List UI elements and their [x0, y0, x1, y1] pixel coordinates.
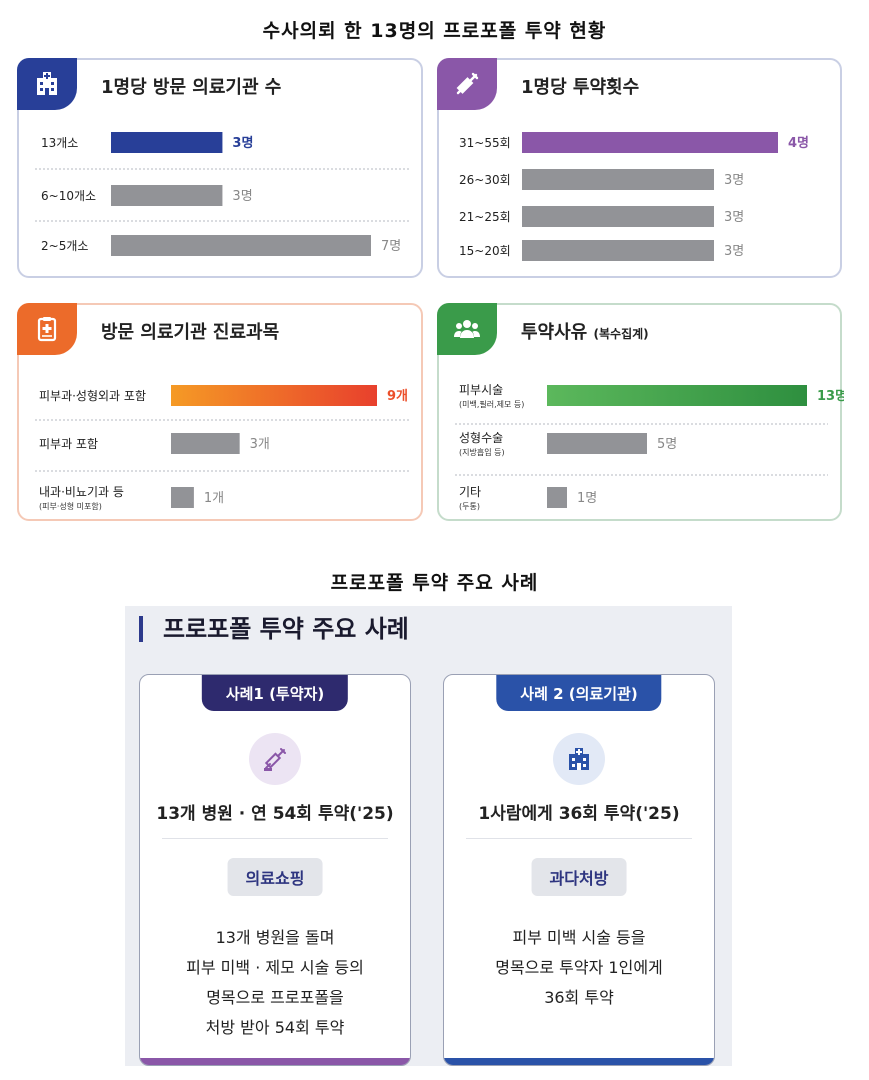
case-card-2: 사례 2 (의료기관) 1사람에게 36회 투약('25) 과다처방 피부 미백…: [443, 674, 715, 1066]
bar-value-label: 3개: [250, 437, 270, 452]
case-description: 피부 미백 시술 등을 명목으로 투약자 1인에게 36회 투약: [495, 928, 663, 1007]
bar: [522, 169, 714, 190]
hospital-icon: [553, 733, 605, 785]
bar-category-label: 내과·비뇨기과 등: [39, 485, 124, 499]
case-badge: 의료쇼핑: [227, 858, 323, 896]
bar-category-sublabel: (피부·성형 미포함): [39, 502, 102, 511]
cases-panel-heading: 프로포폴 투약 주요 사례: [139, 616, 409, 642]
bar: [171, 385, 377, 406]
chart-title: 투약사유 (복수집계): [521, 322, 649, 343]
chart-card-facilities: 1명당 방문 의료기관 수 13개소 3명 6~10개소 3명 2~5개소 7명: [17, 58, 423, 278]
case-badge: 과다처방: [531, 858, 627, 896]
bar-category-label: 6~10개소: [41, 189, 96, 203]
bar-category-label: 26~30회: [459, 173, 511, 187]
bar-value-label: 3명: [724, 244, 744, 259]
bar-category-label: 성형수술: [459, 431, 503, 445]
bar-category-label: 피부과·성형외과 포함: [39, 389, 146, 403]
bar: [547, 385, 807, 406]
hospital-icon: [17, 58, 77, 110]
bar-value-label: 3명: [232, 135, 253, 151]
syringe-icon: [249, 733, 301, 785]
case-card-1: 사례1 (투약자) 13개 병원 · 연 54회 투약('25) 의료쇼핑 13…: [139, 674, 411, 1066]
bar-value-label: 3명: [724, 173, 744, 188]
bar-value-label: 1개: [204, 491, 224, 506]
bar: [547, 487, 567, 508]
bar: [111, 132, 223, 153]
chart-card-dosage-count: 1명당 투약횟수 31~55회 4명 26~30회 3명 21~25회 3명 15~20회 3…: [437, 58, 842, 278]
bar-value-label: 5명: [657, 437, 677, 452]
bar-chart: 31~55회 4명 26~30회 3명 21~25회 3명 15~20회 3명: [459, 132, 809, 261]
bar-value-label: 7명: [381, 239, 401, 254]
bar-value-label: 3명: [232, 189, 252, 204]
divider: [162, 838, 388, 839]
syringe-icon: [437, 58, 497, 110]
bar-category-label: 21~25회: [459, 210, 511, 224]
bar-category-sublabel: (두통): [459, 502, 480, 511]
bar-chart: 13개소 3명 6~10개소 3명 2~5개소 7명: [35, 132, 409, 256]
bar-category-label: 15~20회: [459, 244, 511, 258]
bar: [522, 206, 714, 227]
bar-category-label: 피부시술: [459, 383, 503, 397]
bar-value-label: 1명: [577, 491, 597, 506]
case-stat: 13개 병원 · 연 54회 투약('25): [156, 804, 394, 824]
chart-title: 1명당 방문 의료기관 수: [101, 77, 282, 98]
bar: [522, 240, 714, 261]
bar-value-label: 3명: [724, 210, 744, 225]
bar-category-label: 피부과 포함: [39, 437, 98, 451]
bar-category-sublabel: (지방흡입 등): [459, 447, 505, 457]
cases-panel: 프로포폴 투약 주요 사례 사례1 (투약자) 13개 병원 · 연 54회 투…: [125, 606, 732, 1066]
bar-category-label: 13개소: [41, 136, 78, 150]
bar-value-label: 13명: [817, 388, 844, 404]
case-description: 13개 병원을 돌며 피부 미백 · 제모 시술 등의 명목으로 프로포폴을 처…: [186, 928, 364, 1037]
bar: [111, 235, 371, 256]
bar: [171, 487, 194, 508]
case-tab: 사례 2 (의료기관): [496, 675, 662, 711]
section-title: 프로포폴 투약 주요 사례: [330, 572, 539, 594]
chart-title: 방문 의료기관 진료과목: [101, 322, 280, 343]
bar: [522, 132, 778, 153]
chart-title: 1명당 투약횟수: [521, 77, 640, 98]
case-bottom-bar: [444, 1058, 714, 1065]
bar-value-label: 9개: [387, 389, 408, 404]
bar: [111, 185, 223, 206]
bar-category-label: 31~55회: [459, 136, 511, 150]
bar-category-label: 2~5개소: [41, 239, 88, 253]
case-bottom-bar: [140, 1058, 410, 1065]
page-title: 수사의뢰 한 13명의 프로포폴 투약 현황: [262, 20, 607, 42]
case-stat: 1사람에게 36회 투약('25): [478, 804, 680, 824]
clipboard-medical-icon: [17, 303, 77, 355]
bar-value-label: 4명: [788, 135, 809, 151]
bar-category-sublabel: (미백,필러,제모 등): [459, 399, 524, 409]
bar-category-label: 기타: [459, 485, 481, 499]
people-group-icon: [437, 303, 497, 355]
bar: [547, 433, 647, 454]
divider: [466, 838, 692, 839]
case-tab: 사례1 (투약자): [201, 675, 349, 711]
bar: [171, 433, 240, 454]
